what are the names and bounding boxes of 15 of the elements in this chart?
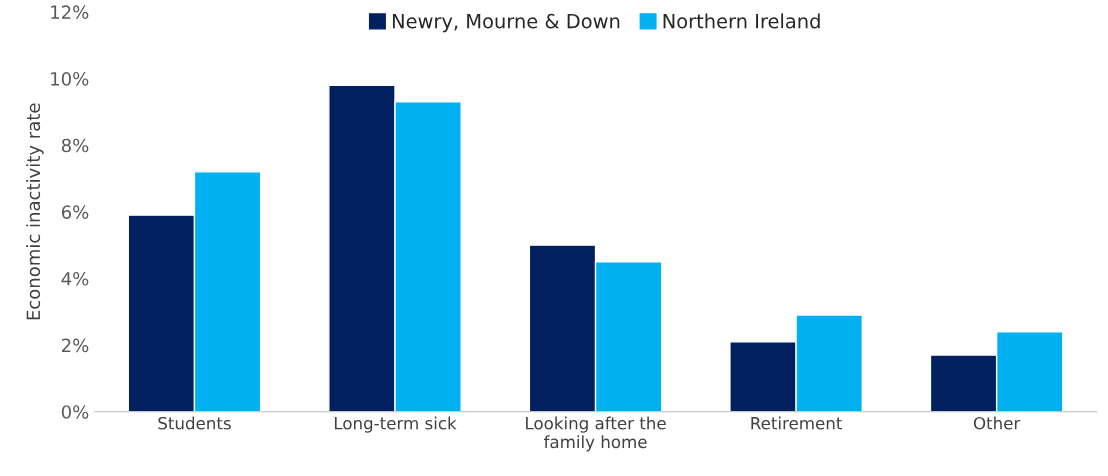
y-axis-title: Economic inactivity rate (26, 103, 44, 320)
x-tick-label: Retirement (751, 416, 842, 430)
legend-label: Newry, Mourne & Down (392, 13, 620, 33)
y-tick-label: 6% (61, 205, 89, 219)
x-tick-label: Other (973, 416, 1021, 430)
x-tick-label: Students (158, 416, 231, 430)
legend-label: Northern Ireland (663, 13, 820, 29)
x-tick-label: Long-term sick (334, 416, 457, 433)
y-tick-label: 12% (51, 5, 89, 20)
y-tick-label: 10% (51, 72, 89, 86)
y-tick-label: 8% (61, 138, 89, 153)
y-tick-label: 2% (62, 338, 89, 353)
y-tick-label: 4% (61, 271, 89, 286)
y-tick-label: 0% (61, 405, 89, 419)
x-tick-label: Looking after the family home (526, 416, 666, 452)
